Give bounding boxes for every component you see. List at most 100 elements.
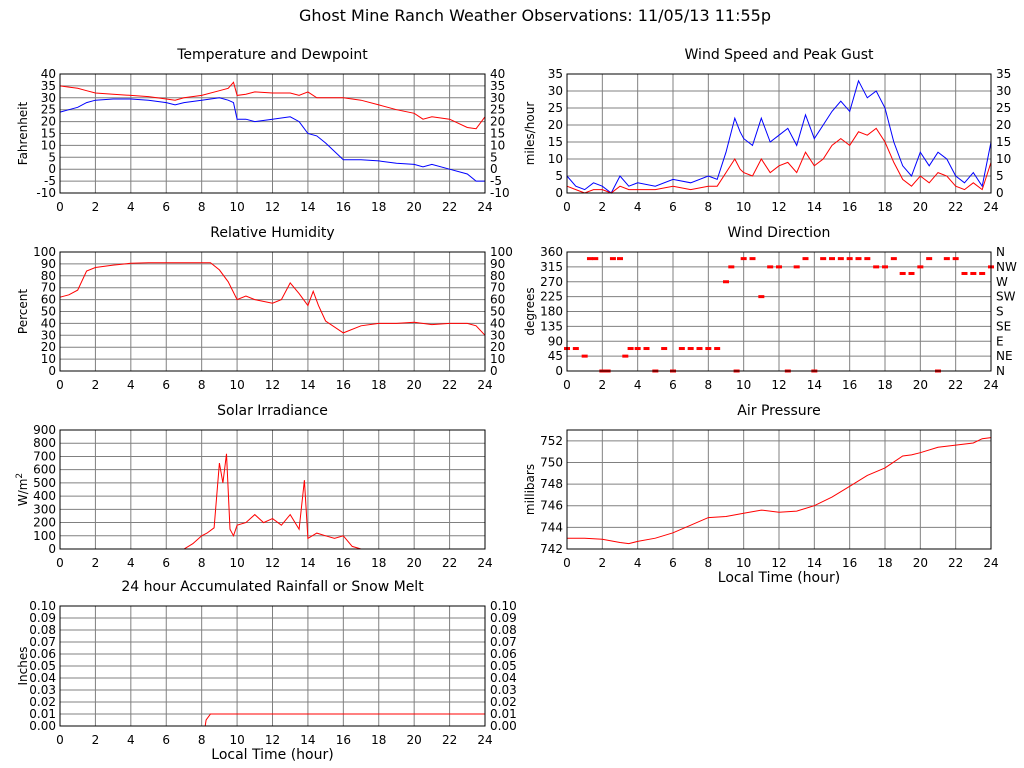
right-tick-label: NE <box>996 349 1013 363</box>
series-line <box>59 81 486 130</box>
x-tick-label: 14 <box>300 200 315 214</box>
direction-point <box>586 257 593 261</box>
right-tick-label: 80 <box>490 269 505 283</box>
direction-point <box>728 265 735 269</box>
right-tick-label: 35 <box>996 67 1011 81</box>
right-tick-label: 0.02 <box>490 695 517 709</box>
x-tick-label: 22 <box>948 200 963 214</box>
y-axis-label-text: miles/hour <box>523 102 537 166</box>
right-tick-label: 10 <box>490 352 505 366</box>
direction-point <box>864 257 871 261</box>
plot-frame <box>566 251 992 372</box>
y-axis-label: degrees <box>523 287 537 335</box>
y-tick-label: 30 <box>41 91 56 105</box>
direction-point <box>705 347 712 351</box>
x-tick-label: 16 <box>336 733 351 747</box>
y-tick-label: 0 <box>555 364 563 378</box>
right-tick-label: 60 <box>490 293 505 307</box>
chart-title: Wind Direction <box>728 225 831 241</box>
plot-frame <box>59 429 486 550</box>
x-tick-label: 12 <box>265 200 280 214</box>
y-tick-label: 15 <box>41 127 56 141</box>
right-tick-label: 0 <box>996 186 1004 200</box>
right-tick-label: -10 <box>490 186 510 200</box>
right-tick-label: 0.05 <box>490 659 517 673</box>
direction-point <box>952 257 959 261</box>
x-tick-label: 18 <box>371 556 386 570</box>
direction-point <box>820 257 827 261</box>
y-tick-label: 0.03 <box>29 683 56 697</box>
y-tick-label: 30 <box>41 328 56 342</box>
y-tick-label: 800 <box>33 436 56 450</box>
direction-point <box>634 347 641 351</box>
x-tick-label: 24 <box>983 378 998 392</box>
right-tick-label: 50 <box>490 305 505 319</box>
x-tick-label: 24 <box>983 200 998 214</box>
right-tick-label: 35 <box>490 79 505 93</box>
x-tick-label: 20 <box>913 378 928 392</box>
direction-point <box>758 295 765 299</box>
x-tick-label: 12 <box>265 733 280 747</box>
x-tick-label: 10 <box>736 378 751 392</box>
y-tick-label: 500 <box>33 476 56 490</box>
y-axis-label: millibars <box>523 464 537 515</box>
y-tick-label: 360 <box>540 245 563 259</box>
chart-title: Wind Speed and Peak Gust <box>685 47 874 63</box>
y-tick-label: 750 <box>540 455 563 469</box>
direction-point <box>908 271 915 275</box>
page-title: Ghost Mine Ranch Weather Observations: 1… <box>299 6 771 25</box>
y-tick-label: 20 <box>41 115 56 129</box>
y-tick-label: 748 <box>540 477 563 491</box>
direction-point <box>581 354 588 358</box>
y-axis-label: miles/hour <box>523 102 537 166</box>
x-tick-label: 0 <box>563 378 571 392</box>
direction-point <box>979 271 986 275</box>
right-tick-label: W <box>996 275 1008 289</box>
x-tick-label: 20 <box>913 200 928 214</box>
x-tick-label: 8 <box>198 200 206 214</box>
direction-point <box>723 280 729 284</box>
direction-point <box>592 257 599 261</box>
x-tick-label: 0 <box>56 378 64 392</box>
x-tick-label: 18 <box>371 378 386 392</box>
plot-frame <box>59 73 486 194</box>
right-tick-label: 0.09 <box>490 611 517 625</box>
y-tick-label: 300 <box>33 502 56 516</box>
y-tick-label: 0.08 <box>29 623 56 637</box>
x-tick-label: 22 <box>442 556 457 570</box>
x-tick-label: 12 <box>771 378 786 392</box>
right-tick-label: 0 <box>490 364 498 378</box>
direction-point <box>776 265 782 269</box>
y-tick-label: 744 <box>540 520 563 534</box>
x-tick-label: 10 <box>229 200 244 214</box>
x-tick-label: 4 <box>127 200 135 214</box>
y-tick-label: 10 <box>41 138 56 152</box>
y-tick-label: 400 <box>33 489 56 503</box>
direction-point <box>767 265 774 269</box>
series-line <box>566 79 992 194</box>
y-tick-label: 0.02 <box>29 695 56 709</box>
y-tick-label: 200 <box>33 516 56 530</box>
right-tick-label: NW <box>996 260 1017 274</box>
direction-point <box>749 257 756 261</box>
right-tick-label: 0.04 <box>490 671 517 685</box>
x-tick-label: 14 <box>300 733 315 747</box>
right-tick-label: 20 <box>490 340 505 354</box>
series-line <box>567 437 992 545</box>
y-tick-label: 40 <box>41 316 56 330</box>
chart-title: Air Pressure <box>737 403 820 419</box>
x-tick-label: 0 <box>56 733 64 747</box>
x-tick-label: 22 <box>948 378 963 392</box>
x-tick-label: 2 <box>599 200 607 214</box>
direction-point <box>802 257 809 261</box>
x-tick-label: 2 <box>92 378 100 392</box>
direction-point <box>793 265 800 269</box>
x-tick-label: 16 <box>842 556 857 570</box>
y-tick-label: 90 <box>548 334 563 348</box>
x-tick-label: 14 <box>807 378 822 392</box>
direction-point <box>617 257 623 261</box>
x-tick-label: 6 <box>162 733 170 747</box>
y-tick-label: 10 <box>41 352 56 366</box>
